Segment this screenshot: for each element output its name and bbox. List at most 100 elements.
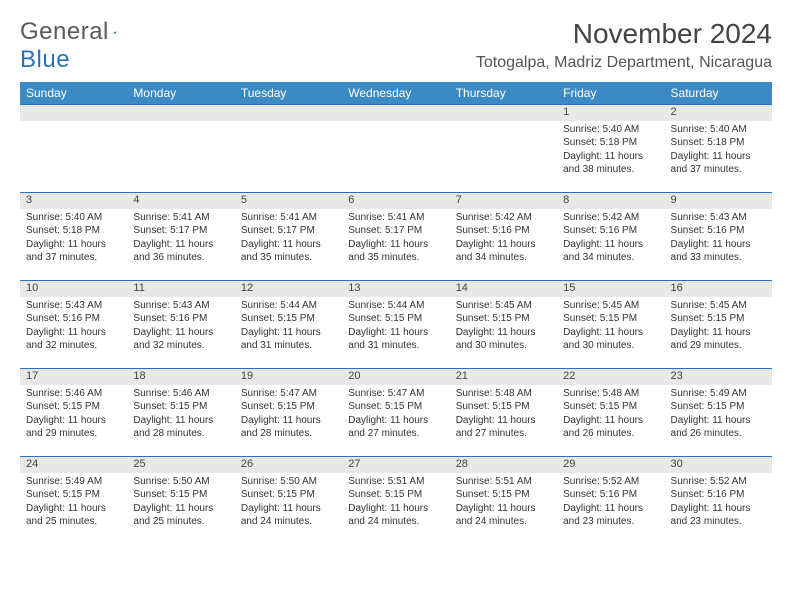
day-d1: Daylight: 11 hours [671, 238, 766, 252]
day-cell [342, 121, 449, 193]
day-cell: Sunrise: 5:52 AMSunset: 5:16 PMDaylight:… [665, 473, 772, 545]
day-d2: and 35 minutes. [348, 251, 443, 265]
day-ss: Sunset: 5:15 PM [456, 488, 551, 502]
day-sr: Sunrise: 5:48 AM [456, 387, 551, 401]
calendar-table: Sunday Monday Tuesday Wednesday Thursday… [20, 82, 772, 545]
day-d1: Daylight: 11 hours [456, 502, 551, 516]
day-number: 6 [342, 193, 449, 209]
day-sr: Sunrise: 5:47 AM [348, 387, 443, 401]
day-cell [450, 121, 557, 193]
day-cell: Sunrise: 5:46 AMSunset: 5:15 PMDaylight:… [127, 385, 234, 457]
day-d1: Daylight: 11 hours [671, 326, 766, 340]
day-cell [127, 121, 234, 193]
day-d1: Daylight: 11 hours [563, 502, 658, 516]
day-sr: Sunrise: 5:41 AM [133, 211, 228, 225]
day-cell: Sunrise: 5:48 AMSunset: 5:15 PMDaylight:… [450, 385, 557, 457]
day-cell: Sunrise: 5:47 AMSunset: 5:15 PMDaylight:… [342, 385, 449, 457]
day-number: 5 [235, 193, 342, 209]
day-d1: Daylight: 11 hours [241, 414, 336, 428]
day-d1: Daylight: 11 hours [26, 502, 121, 516]
day-number: 4 [127, 193, 234, 209]
month-title: November 2024 [476, 18, 772, 50]
day-ss: Sunset: 5:16 PM [133, 312, 228, 326]
day-content-row: Sunrise: 5:43 AMSunset: 5:16 PMDaylight:… [20, 297, 772, 369]
day-cell: Sunrise: 5:48 AMSunset: 5:15 PMDaylight:… [557, 385, 664, 457]
day-cell [20, 121, 127, 193]
day-cell: Sunrise: 5:51 AMSunset: 5:15 PMDaylight:… [450, 473, 557, 545]
day-number-row: 3456789 [20, 193, 772, 209]
weekday-header: Monday [127, 82, 234, 105]
day-cell: Sunrise: 5:52 AMSunset: 5:16 PMDaylight:… [557, 473, 664, 545]
day-d2: and 23 minutes. [671, 515, 766, 529]
day-sr: Sunrise: 5:43 AM [671, 211, 766, 225]
logo-word2: Blue [20, 46, 70, 74]
day-number-row: 12 [20, 105, 772, 121]
day-sr: Sunrise: 5:46 AM [26, 387, 121, 401]
day-d1: Daylight: 11 hours [241, 238, 336, 252]
day-cell: Sunrise: 5:45 AMSunset: 5:15 PMDaylight:… [665, 297, 772, 369]
day-d2: and 27 minutes. [456, 427, 551, 441]
day-ss: Sunset: 5:15 PM [671, 400, 766, 414]
day-d2: and 24 minutes. [456, 515, 551, 529]
day-d2: and 31 minutes. [241, 339, 336, 353]
day-d2: and 36 minutes. [133, 251, 228, 265]
weekday-header: Friday [557, 82, 664, 105]
day-number: 16 [665, 281, 772, 297]
day-number: 7 [450, 193, 557, 209]
day-sr: Sunrise: 5:44 AM [348, 299, 443, 313]
day-d2: and 28 minutes. [133, 427, 228, 441]
day-sr: Sunrise: 5:45 AM [563, 299, 658, 313]
weekday-header: Wednesday [342, 82, 449, 105]
day-ss: Sunset: 5:15 PM [26, 488, 121, 502]
day-sr: Sunrise: 5:44 AM [241, 299, 336, 313]
day-d1: Daylight: 11 hours [26, 414, 121, 428]
day-cell: Sunrise: 5:41 AMSunset: 5:17 PMDaylight:… [342, 209, 449, 281]
day-sr: Sunrise: 5:45 AM [671, 299, 766, 313]
day-d2: and 29 minutes. [26, 427, 121, 441]
day-sr: Sunrise: 5:52 AM [563, 475, 658, 489]
day-d2: and 33 minutes. [671, 251, 766, 265]
day-sr: Sunrise: 5:40 AM [563, 123, 658, 137]
day-number: 11 [127, 281, 234, 297]
day-number: 15 [557, 281, 664, 297]
day-cell: Sunrise: 5:41 AMSunset: 5:17 PMDaylight:… [127, 209, 234, 281]
day-cell: Sunrise: 5:49 AMSunset: 5:15 PMDaylight:… [20, 473, 127, 545]
day-number: 13 [342, 281, 449, 297]
day-number: 18 [127, 369, 234, 385]
day-d1: Daylight: 11 hours [241, 502, 336, 516]
day-ss: Sunset: 5:18 PM [671, 136, 766, 150]
day-sr: Sunrise: 5:50 AM [133, 475, 228, 489]
day-cell: Sunrise: 5:43 AMSunset: 5:16 PMDaylight:… [127, 297, 234, 369]
day-d1: Daylight: 11 hours [133, 502, 228, 516]
day-d1: Daylight: 11 hours [133, 238, 228, 252]
day-d2: and 34 minutes. [563, 251, 658, 265]
day-ss: Sunset: 5:17 PM [133, 224, 228, 238]
day-number: 25 [127, 457, 234, 473]
day-content-row: Sunrise: 5:40 AMSunset: 5:18 PMDaylight:… [20, 209, 772, 281]
day-cell [235, 121, 342, 193]
day-d2: and 32 minutes. [26, 339, 121, 353]
header: General November 2024 Totogalpa, Madriz … [20, 18, 772, 72]
day-number: 27 [342, 457, 449, 473]
day-d1: Daylight: 11 hours [563, 150, 658, 164]
day-d1: Daylight: 11 hours [26, 238, 121, 252]
day-d1: Daylight: 11 hours [671, 502, 766, 516]
day-d1: Daylight: 11 hours [348, 502, 443, 516]
day-ss: Sunset: 5:15 PM [241, 488, 336, 502]
day-ss: Sunset: 5:18 PM [563, 136, 658, 150]
day-number-row: 10111213141516 [20, 281, 772, 297]
day-number: 14 [450, 281, 557, 297]
day-cell: Sunrise: 5:46 AMSunset: 5:15 PMDaylight:… [20, 385, 127, 457]
day-ss: Sunset: 5:15 PM [26, 400, 121, 414]
day-cell: Sunrise: 5:43 AMSunset: 5:16 PMDaylight:… [665, 209, 772, 281]
day-sr: Sunrise: 5:46 AM [133, 387, 228, 401]
day-sr: Sunrise: 5:42 AM [456, 211, 551, 225]
logo-triangle-icon [113, 24, 116, 40]
day-d2: and 31 minutes. [348, 339, 443, 353]
day-ss: Sunset: 5:17 PM [241, 224, 336, 238]
day-ss: Sunset: 5:15 PM [563, 400, 658, 414]
day-number [342, 105, 449, 121]
logo-word1: General [20, 18, 109, 46]
day-d1: Daylight: 11 hours [348, 326, 443, 340]
day-d2: and 28 minutes. [241, 427, 336, 441]
